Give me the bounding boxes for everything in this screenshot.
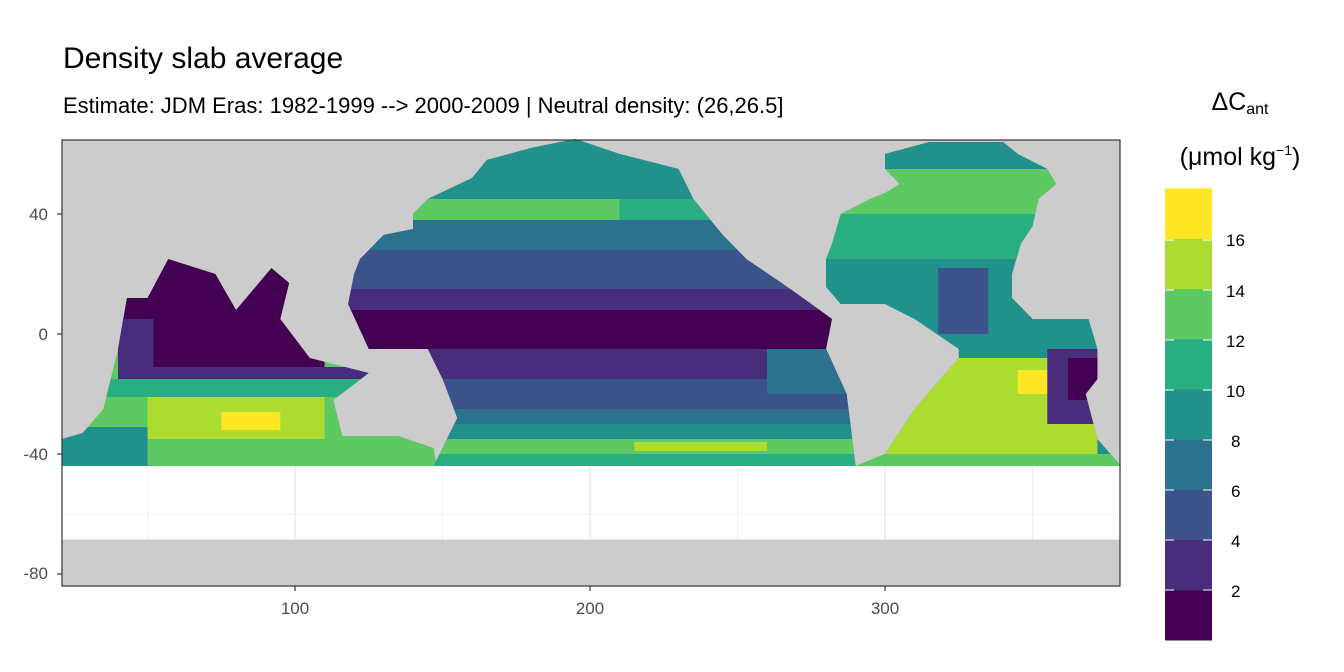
plot-subtitle: Estimate: JDM Eras: 1982-1999 --> 2000-2… <box>63 93 784 118</box>
panel-border <box>61 139 1121 587</box>
colorbar: 2 4 6 8 10 12 14 16 <box>1165 188 1245 641</box>
legend-title: ΔCant (μmol kg−1) <box>1150 84 1330 179</box>
legend-break-label: 16 <box>1226 231 1245 250</box>
y-tick-label: 0 <box>39 325 48 344</box>
colorbar-bin <box>1165 339 1212 390</box>
legend-title-main: ΔC <box>1211 88 1247 116</box>
y-tick-label: 40 <box>29 205 48 224</box>
legend-units-sup: −1 <box>1276 142 1292 158</box>
legend-title-sub: ant <box>1246 101 1269 118</box>
legend-break-label: 10 <box>1226 382 1245 401</box>
data-cell-band <box>826 454 1122 466</box>
colorbar-bin <box>1165 539 1212 591</box>
data-cell-band <box>221 412 281 430</box>
data-cell-band <box>634 442 768 451</box>
data-cell-band <box>118 367 369 379</box>
colorbar-bin <box>1165 288 1212 340</box>
x-tick-label: 100 <box>281 599 309 618</box>
data-cell-band <box>348 424 856 439</box>
no-data-region <box>62 465 1120 540</box>
colorbar-bin <box>1165 238 1212 290</box>
map-layer <box>62 139 1122 586</box>
legend-units-pre: (μmol kg <box>1179 143 1277 171</box>
data-cell-band <box>348 454 856 466</box>
data-cell-band <box>118 319 154 367</box>
data-cell-band <box>938 268 989 334</box>
legend-break-label: 14 <box>1226 282 1245 301</box>
colorbar-bin <box>1165 188 1212 239</box>
legend-break-label: 4 <box>1231 532 1240 551</box>
colorbar-bin <box>1165 389 1212 440</box>
axes: 100 200 300 40 0 -40 -80 <box>23 139 1121 618</box>
legend-break-label: 2 <box>1231 582 1240 601</box>
x-tick-label: 200 <box>576 599 604 618</box>
data-cell-band <box>348 409 856 424</box>
data-cell-band <box>348 289 856 310</box>
colorbar-bin <box>1165 439 1212 490</box>
data-cell-band <box>348 310 856 349</box>
x-tick-label: 300 <box>871 599 899 618</box>
legend-break-label: 6 <box>1231 482 1240 501</box>
legend-break-label: 12 <box>1226 332 1245 351</box>
plot-title: Density slab average <box>63 42 344 75</box>
colorbar-bin <box>1165 489 1212 541</box>
y-tick-label: -40 <box>23 445 48 464</box>
y-tick-label: -80 <box>23 564 48 583</box>
legend-break-label: 8 <box>1231 432 1240 451</box>
data-cell-band <box>413 199 620 220</box>
colorbar-bin <box>1165 590 1212 641</box>
legend-units-post: ) <box>1292 143 1301 171</box>
data-cell-band <box>88 379 369 397</box>
